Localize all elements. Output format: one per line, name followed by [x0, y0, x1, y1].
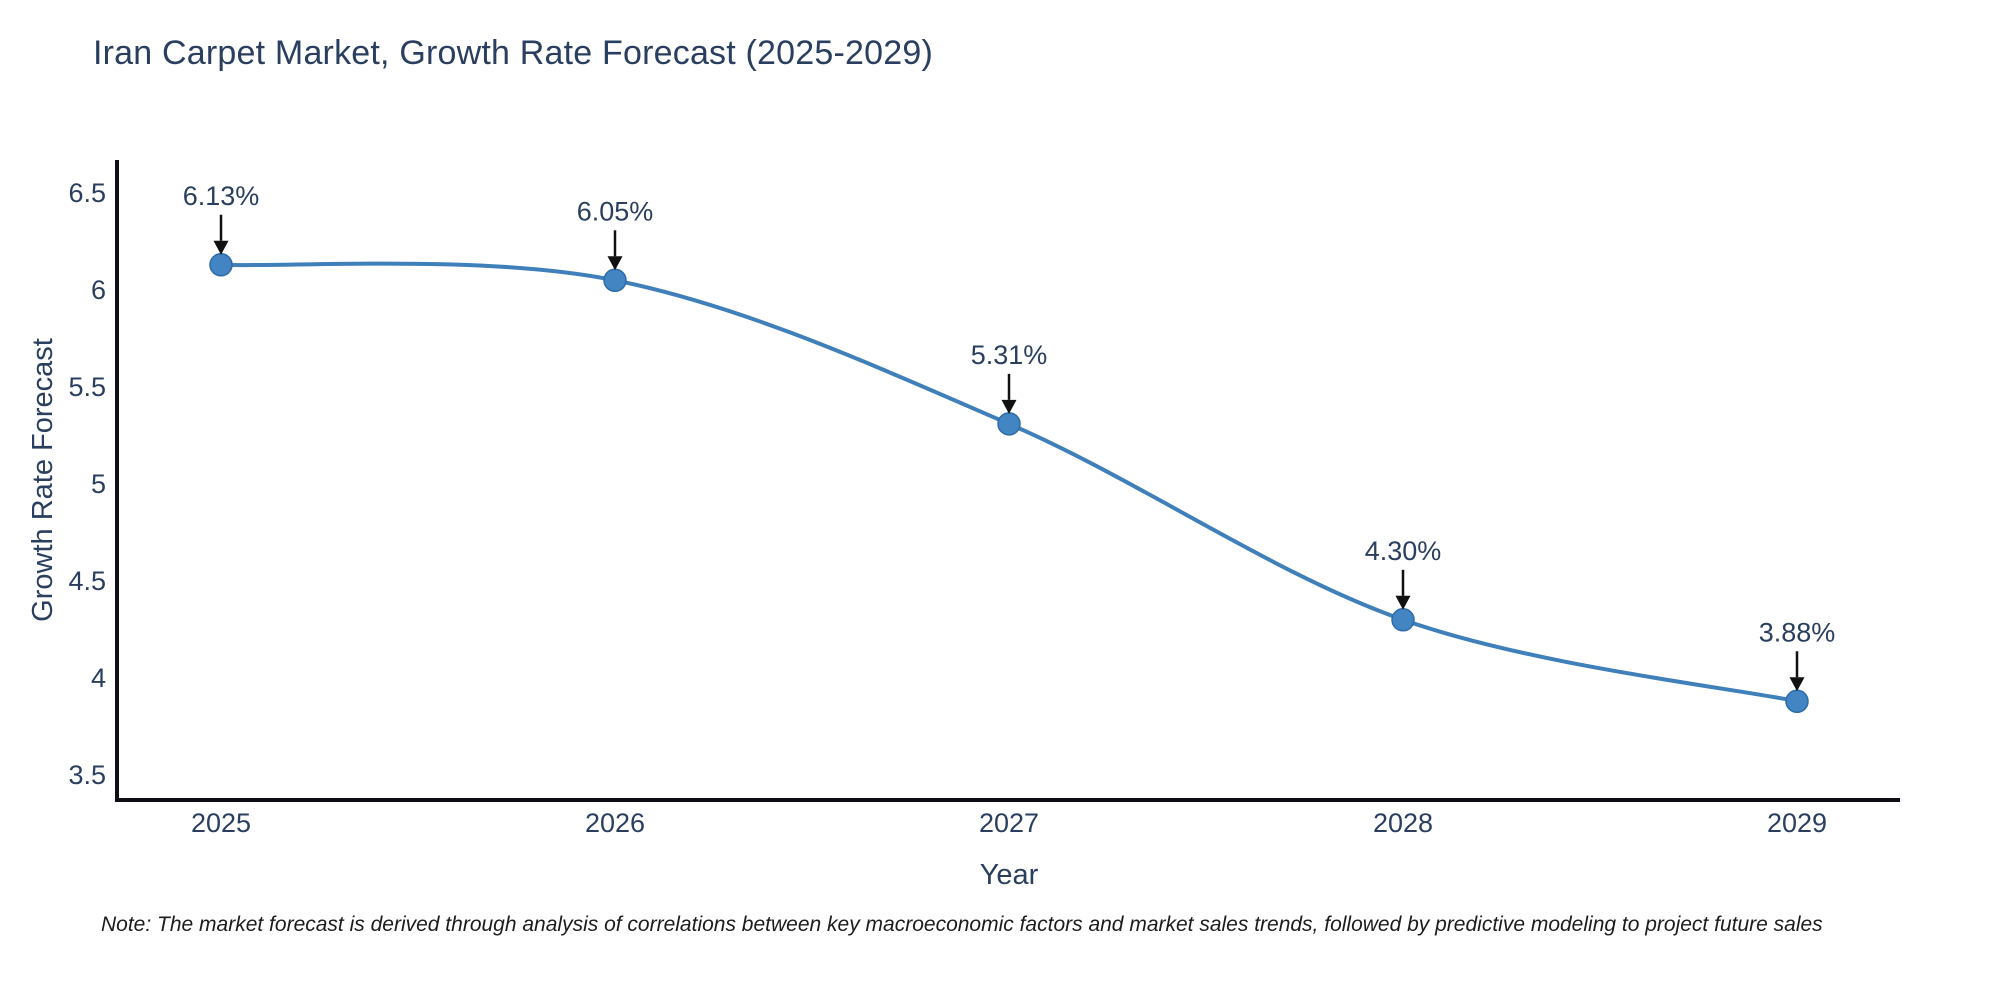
annotation-arrowhead — [1789, 677, 1805, 692]
point-annotation-label: 3.88% — [1759, 617, 1836, 647]
point-annotation-label: 6.13% — [183, 181, 260, 211]
axis-spines — [115, 160, 1900, 802]
y-tick-label: 4 — [91, 663, 106, 693]
data-point-2027 — [997, 412, 1021, 436]
y-tick-label: 5.5 — [68, 372, 106, 402]
footnote: Note: The market forecast is derived thr… — [101, 913, 1823, 936]
y-tick-label: 6 — [91, 275, 106, 305]
y-axis-title: Growth Rate Forecast — [27, 338, 59, 622]
y-tick-label: 4.5 — [68, 566, 106, 596]
annotation-arrowhead — [213, 240, 229, 255]
x-tick-label: 2027 — [979, 808, 1039, 838]
series-line — [219, 261, 1799, 704]
data-point-2025 — [209, 253, 233, 277]
x-tick-label: 2025 — [191, 808, 251, 838]
point-annotation-label: 4.30% — [1365, 536, 1442, 566]
annotation-arrowhead — [607, 256, 623, 271]
x-axis-title: Year — [980, 859, 1039, 891]
data-point-2029 — [1785, 689, 1809, 714]
point-annotation-label: 5.31% — [971, 340, 1048, 370]
y-tick-label: 6.5 — [68, 178, 106, 208]
x-tick-label: 2029 — [1767, 808, 1827, 838]
y-tick-label: 5 — [91, 469, 106, 499]
x-tick-label: 2028 — [1373, 808, 1433, 838]
x-tick-label: 2026 — [585, 808, 645, 838]
annotation-arrowhead — [1395, 595, 1411, 610]
data-point-2026 — [603, 268, 627, 293]
point-annotation-label: 6.05% — [577, 196, 654, 226]
data-point-2028 — [1391, 608, 1415, 632]
annotation-arrowhead — [1001, 399, 1017, 414]
y-tick-label: 3.5 — [68, 760, 106, 790]
chart-title: Iran Carpet Market, Growth Rate Forecast… — [93, 34, 933, 72]
